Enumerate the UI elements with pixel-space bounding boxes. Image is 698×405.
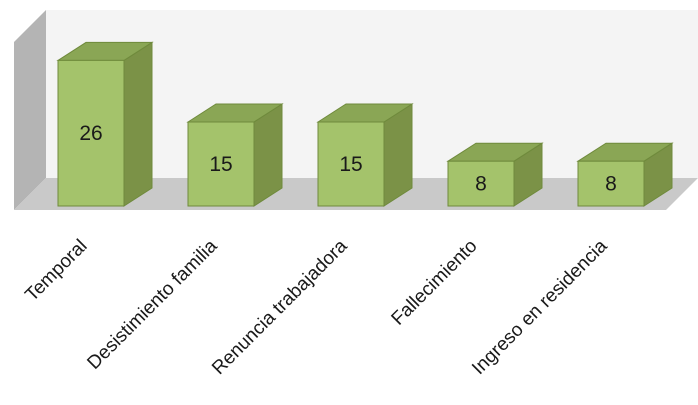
- bar-value-label: 8: [475, 173, 487, 196]
- bar-value-label: 15: [339, 153, 362, 176]
- bar-front-face: [317, 121, 385, 207]
- bar-front-face: [187, 121, 255, 207]
- bar-value-label: 15: [209, 153, 232, 176]
- category-label: Renuncia trabajadora: [208, 235, 352, 379]
- bar: 26: [56, 41, 154, 207]
- bar: 15: [316, 103, 414, 207]
- bar-front-face: [57, 59, 125, 207]
- bar-front-face: [447, 160, 515, 207]
- side-wall: [14, 10, 46, 210]
- chart-bars: 26 15 15 8 8: [56, 41, 674, 207]
- bar: 8: [446, 142, 544, 207]
- bar-value-label: 8: [605, 173, 617, 196]
- bar: 8: [576, 142, 674, 207]
- bar-front-face: [577, 160, 645, 207]
- category-label: Ingreso en residencia: [468, 235, 612, 379]
- category-label: Fallecimiento: [388, 236, 482, 330]
- category-label: Temporal: [21, 236, 91, 306]
- bar-side-face: [123, 41, 153, 207]
- bar: 15: [186, 103, 284, 207]
- category-label: Desistimiento familia: [83, 235, 221, 373]
- bar-value-label: 26: [79, 122, 102, 145]
